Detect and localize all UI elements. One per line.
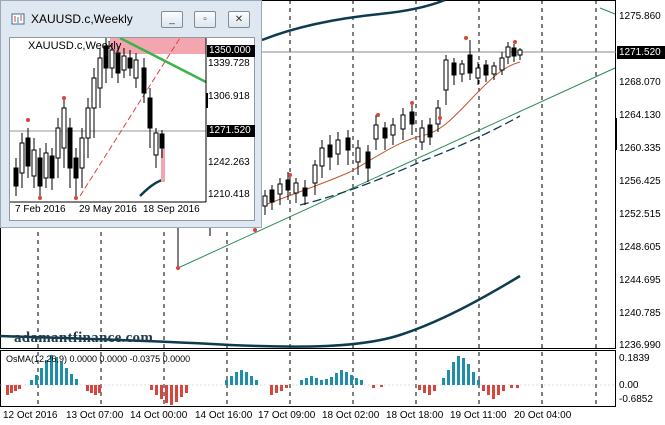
dashed-ma (299, 115, 521, 206)
price-label: 1260.335 (619, 143, 661, 154)
price-label: 1236.990 (619, 340, 661, 351)
time-label: 14 Oct 00:00 (130, 410, 188, 421)
inner-current-price-badge: 1271.520 (207, 125, 255, 137)
inner-date-label: 7 Feb 2016 (15, 204, 66, 215)
inner-price-label: 1242.263 (208, 157, 250, 168)
time-label: 20 Oct 04:00 (514, 410, 572, 421)
price-label: 1240.785 (619, 308, 661, 319)
trend-line (177, 67, 616, 269)
time-label: 12 Oct 2016 (3, 410, 58, 421)
close-button[interactable]: ✕ (228, 11, 250, 28)
inner-price-label: 1339.728 (208, 58, 250, 69)
price-label: 1275.860 (619, 11, 661, 22)
osma-label: -0.6852 (619, 394, 653, 405)
maximize-button[interactable]: ▫ (194, 11, 216, 28)
weekly-chart-area[interactable]: XAUUSD.c,Weekly 1350.000 1339.728 1306.9… (9, 37, 255, 221)
bb-lower (0, 274, 521, 348)
time-label: 14 Oct 16:00 (195, 410, 253, 421)
osma-title: OsMA(12,26,9) 0.0000 0.0000 -0.0375 0.00… (6, 354, 191, 364)
price-label: 1264.130 (619, 110, 661, 121)
bb-upper (261, 0, 446, 42)
osma-histogram (0, 355, 616, 405)
inner-date-label: 29 May 2016 (79, 204, 137, 215)
inner-price-label: 1210.418 (208, 189, 250, 200)
inner-chart-title: XAUUSD.c,Weekly (28, 40, 122, 52)
osma-label: 0.1839 (619, 353, 650, 364)
time-label: 17 Oct 09:00 (258, 410, 316, 421)
time-label: 13 Oct 07:00 (66, 410, 124, 421)
inner-date-label: 18 Sep 2016 (143, 204, 200, 215)
inner-price-label: 1306.918 (208, 91, 250, 102)
candles (177, 40, 523, 268)
window-title: XAUUSD.c,Weekly (31, 12, 133, 26)
fractal-markers (176, 36, 517, 270)
price-label: 1268.070 (619, 77, 661, 88)
time-label: 18 Oct 18:00 (386, 410, 444, 421)
minimize-button[interactable]: _ (161, 11, 183, 28)
inner-top-price-badge: 1350.000 (207, 45, 255, 57)
time-label: 19 Oct 11:00 (450, 410, 507, 421)
osma-label: 0.00 (619, 380, 639, 391)
weekly-chart-window[interactable]: XAUUSD.c,Weekly _ ▫ ✕ (0, 0, 262, 228)
price-label: 1248.605 (619, 242, 661, 253)
price-label: 1252.515 (619, 209, 661, 220)
time-label: 18 Oct 02:00 (322, 410, 380, 421)
price-label: 1256.425 (619, 176, 661, 187)
watermark: adamantfinance.com (14, 330, 154, 346)
current-price-badge: 1271.520 (617, 46, 665, 59)
weekly-chart-svg[interactable] (10, 38, 256, 222)
price-label: 1244.695 (619, 275, 661, 286)
chart-window-icon (11, 13, 25, 25)
